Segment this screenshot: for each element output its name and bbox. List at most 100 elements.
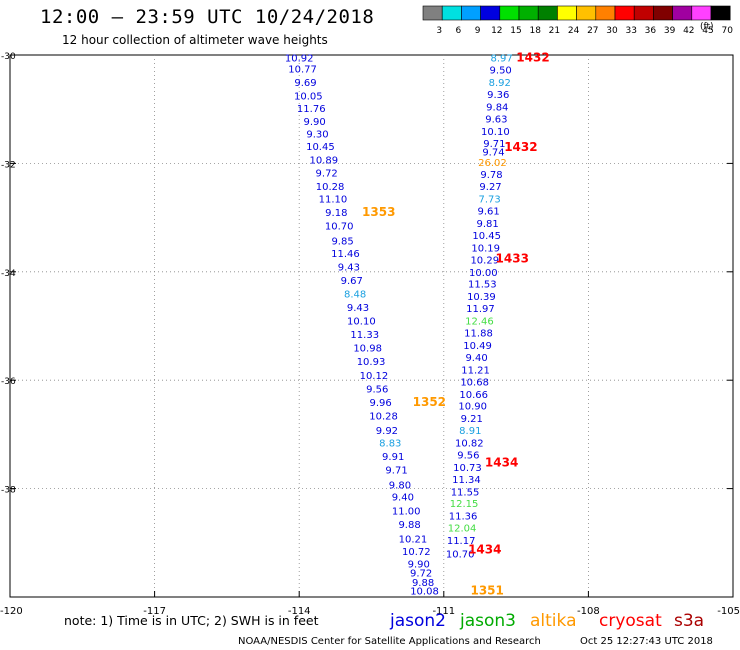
satellite-legend-s3a: s3a	[674, 611, 704, 631]
legend-swatch-33	[614, 5, 635, 21]
swh-value-jason3: 7.73	[478, 195, 500, 206]
legend-swatch-36	[633, 5, 654, 21]
swh-value-jason3: 9.81	[477, 219, 499, 230]
swh-value-jason2: 10.45	[306, 142, 335, 153]
swh-value-jason2: 9.90	[303, 117, 325, 128]
footer-credit: NOAA/NESDIS Center for Satellite Applica…	[238, 636, 541, 647]
legend-label-21: 21	[549, 26, 560, 36]
legend-label-33: 33	[625, 26, 636, 36]
legend-label-18: 18	[529, 26, 541, 36]
swh-value-jason3: 9.78	[480, 170, 502, 181]
time-label: 1434	[468, 542, 501, 556]
swh-value-jason3: 9.27	[479, 182, 501, 193]
swh-value-jason2: 9.90	[408, 559, 430, 570]
legend-label-39: 39	[664, 26, 676, 36]
swh-value-jason2: 9.40	[392, 493, 414, 504]
swh-value-jason3: 11.53	[468, 280, 497, 291]
swh-value-jason2: 8.48	[344, 289, 366, 300]
swh-value-jason3: 9.63	[485, 114, 507, 125]
swh-value-jason3: 10.39	[467, 292, 496, 303]
legend-swatch-30	[595, 5, 616, 21]
swh-value-jason2: 10.12	[360, 371, 389, 382]
swh-value-jason2: 9.56	[366, 384, 388, 395]
swh-value-jason2: 10.70	[325, 222, 354, 233]
tick-label-y: -30	[1, 52, 16, 62]
swh-value-jason2: 9.43	[347, 303, 369, 314]
tick-label-y: -34	[1, 269, 16, 279]
legend-swatch-3	[422, 5, 443, 21]
swh-value-jason3: 11.36	[449, 512, 478, 523]
swh-value-jason3: 9.74	[482, 147, 504, 158]
swh-value-jason3: 11.34	[452, 475, 481, 486]
swh-value-jason3: 10.45	[472, 231, 501, 242]
satellite-legend-jason2: jason2	[389, 611, 446, 631]
swh-value-jason3: 10.90	[458, 402, 487, 413]
footer-generated-time: Oct 25 12:27:43 UTC 2018	[580, 636, 713, 647]
tick-label-x: -114	[288, 606, 311, 617]
swh-value-jason2: 9.88	[412, 578, 434, 589]
swh-value-jason3: 11.55	[451, 487, 480, 498]
swh-value-jason3: 10.70	[446, 550, 475, 561]
swh-value-jason2: 11.46	[331, 249, 360, 260]
legend-label-30: 30	[606, 26, 618, 36]
swh-value-jason3: 12.46	[465, 317, 494, 328]
swh-value-jason3: 11.21	[461, 365, 490, 376]
satellite-legend-altika: altika	[530, 611, 577, 631]
swh-value-jason3: 10.82	[455, 439, 484, 450]
swh-value-jason3: 26.02	[478, 158, 507, 169]
swh-value-jason3: 8.92	[489, 78, 511, 89]
swh-value-jason2: 10.89	[309, 156, 338, 167]
swh-value-jason2: 10.28	[369, 411, 398, 422]
time-label: 1432	[516, 51, 549, 65]
swh-value-jason3: 8.91	[459, 426, 481, 437]
time-label: 1351	[470, 583, 503, 597]
swh-value-jason2: 9.69	[294, 78, 316, 89]
legend-label-24: 24	[568, 26, 580, 36]
swh-value-jason3: 9.84	[486, 102, 508, 113]
legend-swatch-70	[710, 5, 731, 21]
swh-value-jason3: 10.49	[463, 341, 492, 352]
swh-value-jason2: 10.93	[357, 357, 386, 368]
swh-value-jason3: 8.97	[491, 54, 513, 65]
legend-swatch-24	[557, 5, 577, 21]
swh-value-jason2: 9.72	[410, 569, 432, 580]
swh-value-jason3: 11.88	[464, 329, 493, 340]
swh-value-jason2: 10.21	[399, 534, 428, 545]
swh-value-jason2: 8.83	[379, 439, 401, 450]
swh-value-jason2: 9.91	[382, 452, 404, 463]
swh-value-jason2: 11.00	[392, 506, 421, 517]
tick-label-y: -36	[1, 377, 16, 387]
page-subtitle: 12 hour collection of altimeter wave hei…	[62, 33, 328, 47]
legend-swatch-15	[499, 5, 520, 21]
swh-value-jason3: 10.19	[471, 243, 500, 254]
swh-value-jason2: 11.76	[297, 104, 326, 115]
legend-swatch-9	[461, 5, 481, 21]
legend-label-12: 12	[491, 26, 502, 36]
legend-label-27: 27	[587, 26, 598, 36]
swh-value-jason3: 9.56	[457, 450, 479, 461]
tick-label-y: -38	[1, 486, 16, 496]
legend-label-6: 6	[456, 26, 462, 36]
legend-label-3: 3	[436, 26, 442, 36]
swh-value-jason2: 9.96	[370, 398, 392, 409]
legend-label-36: 36	[645, 26, 657, 36]
legend-swatch-42	[672, 5, 693, 21]
satellite-legend-cryosat: cryosat	[599, 611, 662, 631]
time-label: 1432	[504, 140, 537, 154]
swh-value-jason3: 10.29	[470, 255, 499, 266]
swh-value-jason2: 9.92	[376, 426, 398, 437]
legend-swatch-18	[518, 5, 539, 21]
swh-value-jason2: 10.72	[402, 547, 431, 558]
swh-value-jason2: 10.77	[288, 65, 317, 76]
footer-note: note: 1) Time is in UTC; 2) SWH is in fe…	[64, 613, 319, 628]
legend-label-45: 45	[702, 26, 713, 36]
swh-value-jason2: 10.28	[316, 182, 345, 193]
legend-swatch-39	[653, 5, 673, 21]
swh-value-jason2: 9.30	[306, 130, 328, 141]
plot-frame	[9, 54, 734, 598]
legend-swatch-27	[576, 5, 597, 21]
swh-value-jason2: 9.71	[385, 466, 407, 477]
swh-value-jason2: 9.80	[389, 480, 411, 491]
swh-value-jason2: 9.18	[325, 208, 347, 219]
